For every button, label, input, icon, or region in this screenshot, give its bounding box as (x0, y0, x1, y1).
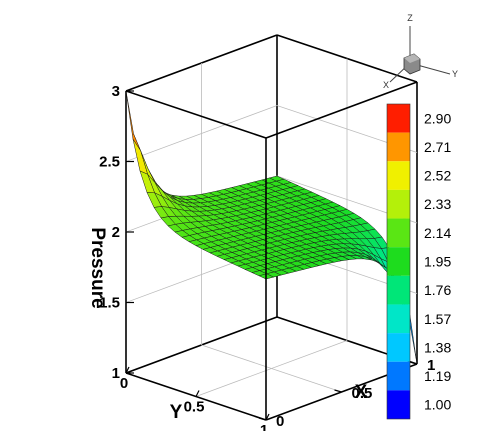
colorbar-swatch (387, 333, 410, 362)
x-tick-label: 1 (427, 357, 435, 374)
colorbar-label: 1.76 (424, 282, 451, 298)
colorbar-swatch (387, 361, 410, 391)
triad-cube-top (404, 54, 420, 63)
y-tick-label: 1 (260, 422, 268, 431)
colorbar-frame (386, 103, 411, 420)
x-tick-label: 0.5 (352, 385, 373, 402)
x-tick-label: 0 (276, 413, 284, 430)
colorbar-swatch (387, 161, 410, 190)
colorbar-label: 1.95 (424, 254, 451, 270)
colorbar-swatch (387, 275, 410, 305)
colorbar-swatch (387, 104, 410, 133)
colorbar-label: 1.38 (424, 339, 451, 355)
box-edge-front (125, 90, 267, 139)
y-tick-mark (195, 390, 200, 397)
colorbar-label: 1.00 (424, 397, 451, 413)
triad-label: X (383, 80, 389, 90)
colorbar-label: 2.33 (424, 196, 451, 212)
colorbar-label: 2.71 (424, 139, 451, 155)
grid-line-z (125, 105, 418, 162)
y-tick-label: 0.5 (184, 399, 205, 416)
colorbar-swatch (387, 304, 410, 334)
colorbar-swatch (387, 218, 410, 248)
colorbar-legend: 2.90 2.71 2.52 2.33 2.14 1.95 1.76 1.57 1.38 1.19… (386, 103, 451, 420)
colorbar-label: 2.90 (424, 110, 451, 126)
z-tick-label: 2 (112, 224, 120, 241)
triad-label: Y (452, 69, 458, 79)
z-tick-label: 2.5 (99, 154, 120, 171)
orientation-triad: Z Y X (383, 13, 458, 90)
surface-cell (125, 90, 141, 151)
z-tick-label: 3 (112, 83, 120, 100)
z-axis-label: Pressure (87, 227, 108, 308)
colorbar-swatch (387, 189, 410, 219)
y-tick-mark (265, 413, 270, 421)
colorbar-swatch (387, 247, 410, 276)
grid-line-floor (195, 340, 348, 397)
colorbar-label: 2.14 (424, 225, 451, 241)
x-tick-mark (258, 417, 267, 421)
colorbar-label: 1.19 (424, 368, 451, 384)
colorbar-swatch (387, 132, 410, 162)
colorbar-label: 2.52 (424, 168, 451, 184)
colorbar-label: 1.57 (424, 311, 451, 327)
z-tick-label: 1.5 (99, 295, 120, 312)
y-tick-label: 0 (120, 375, 128, 392)
x-tick-mark (409, 361, 418, 365)
y-axis-label: Y (170, 402, 183, 423)
colorbar-swatch (387, 390, 410, 419)
triad-label: Z (407, 13, 413, 23)
x-axis-label: X (355, 382, 368, 403)
pressure-surface (125, 90, 418, 365)
y-tick-mark (125, 366, 130, 374)
surface-cell (132, 139, 148, 175)
box-edge-front (265, 81, 418, 139)
x-tick-mark (334, 389, 342, 393)
z-tick-label: 1 (112, 365, 120, 382)
